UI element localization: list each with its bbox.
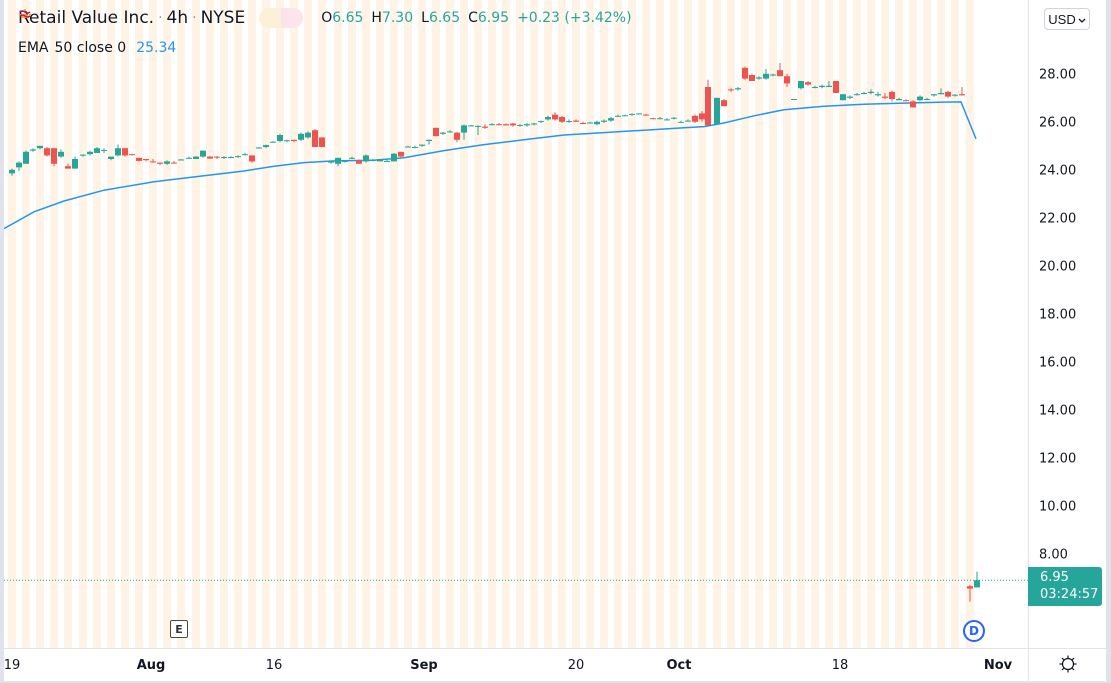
session-status[interactable]: [18, 8, 304, 28]
ema-value: 25.34: [136, 40, 177, 56]
separator: ·: [158, 10, 163, 26]
bottom-border: [0, 681, 1111, 683]
interval[interactable]: 4h: [166, 8, 189, 28]
symbol-name[interactable]: Retail Value Inc.: [18, 8, 155, 28]
price-tick-label: 16.00: [1039, 355, 1077, 371]
price-tick-label: 20.00: [1039, 259, 1077, 275]
low-value: 6.65: [428, 10, 461, 26]
close-key: C: [468, 10, 478, 26]
chart-plot-area[interactable]: Retail Value Inc. · 4h · NYSE O 6.65 H 7.3…: [4, 0, 1028, 648]
currency-label: USD: [1048, 11, 1076, 27]
price-tick-label: 10.00: [1039, 499, 1077, 515]
currency-button[interactable]: USD: [1044, 8, 1090, 30]
time-tick-label: 16: [265, 658, 283, 673]
candlestick-chart: [4, 0, 1028, 648]
last-price-value: 6.95: [1040, 570, 1069, 585]
last-price-label: 6.95 03:24:57: [1028, 567, 1102, 606]
time-tick-label: 18: [831, 658, 849, 673]
price-tick-label: 8.00: [1039, 547, 1068, 563]
dividend-marker[interactable]: D: [963, 620, 985, 642]
price-tick-label: 24.00: [1039, 163, 1077, 179]
ohlc-values: O 6.65 H 7.30 L 6.65 C 6.95 +0.23 (+3.42%): [321, 10, 631, 26]
price-axis[interactable]: 28.00 26.00 24.00 22.00 20.00 18.00 16.00 14.00…: [1028, 0, 1107, 648]
price-tick-label: 18.00: [1039, 307, 1077, 323]
earnings-marker[interactable]: E: [170, 620, 188, 638]
ema-legend[interactable]: EMA 50 close 0 25.34: [18, 40, 176, 56]
low-key: L: [421, 10, 429, 26]
change-value: +0.23 (+3.42%): [517, 10, 632, 26]
right-border: [1106, 0, 1111, 683]
left-border: [0, 0, 4, 683]
chart-legend: Retail Value Inc. · 4h · NYSE O 6.65 H 7.3…: [18, 8, 632, 28]
price-tick-label: 22.00: [1039, 211, 1077, 227]
separator: ·: [192, 10, 197, 26]
open-key: O: [321, 10, 333, 26]
chevron-down-icon: [1078, 12, 1086, 27]
gear-icon: [1058, 654, 1078, 678]
time-tick-label: Oct: [666, 658, 692, 673]
bar-countdown: 03:24:57: [1040, 587, 1099, 602]
time-tick-label: 20: [567, 658, 585, 673]
price-tick-label: 28.00: [1039, 67, 1077, 83]
sun-icon: [18, 8, 282, 28]
close-value: 6.95: [477, 10, 510, 26]
price-tick-label: 12.00: [1039, 451, 1077, 467]
time-tick-label: Sep: [410, 658, 438, 673]
time-tick-label: 19: [3, 658, 21, 673]
open-value: 6.65: [332, 10, 364, 26]
ema-line: [4, 101, 977, 230]
ema-params: 50 close 0: [54, 40, 127, 56]
time-tick-label: Nov: [983, 658, 1013, 673]
high-key: H: [371, 10, 382, 26]
wave-icon: [19, 8, 304, 28]
candles: [9, 63, 980, 602]
high-value: 7.30: [381, 10, 414, 26]
exchange: NYSE: [200, 8, 246, 28]
chart-settings-button[interactable]: [1028, 648, 1107, 683]
session-background: [8, 0, 974, 648]
price-tick-label: 26.00: [1039, 115, 1077, 131]
time-tick-label: Aug: [136, 658, 166, 673]
time-axis[interactable]: 19 Aug 16 Sep 20 Oct 18 Nov: [4, 648, 1028, 683]
ema-name: EMA: [18, 40, 49, 56]
price-tick-label: 14.00: [1039, 403, 1077, 419]
